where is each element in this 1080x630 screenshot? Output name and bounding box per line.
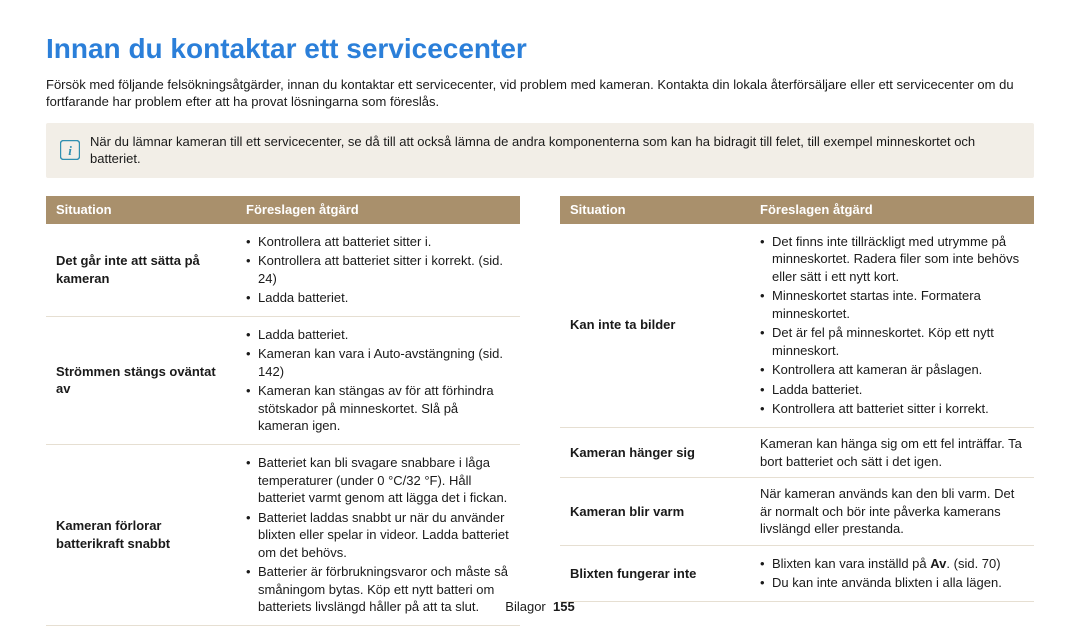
note-box: i När du lämnar kameran till ett service… xyxy=(46,123,1034,178)
col-header-action: Föreslagen åtgärd xyxy=(750,196,1034,224)
action-item: Blixten kan vara inställd på Av. (sid. 7… xyxy=(760,555,1024,573)
situation-cell: Det går inte att sätta på kameran xyxy=(46,224,236,317)
action-item: Det finns inte tillräckligt med utrymme … xyxy=(760,233,1024,286)
page-heading: Innan du kontaktar ett servicecenter xyxy=(46,30,1034,68)
two-column-layout: Situation Föreslagen åtgärd Det går inte… xyxy=(46,196,1034,626)
action-item: Ladda batteriet. xyxy=(760,381,1024,399)
situation-cell: Kan inte ta bilder xyxy=(560,224,750,428)
troubleshoot-table-left: Situation Föreslagen åtgärd Det går inte… xyxy=(46,196,520,626)
situation-cell: Kameran hänger sig xyxy=(560,428,750,478)
action-item: Du kan inte använda blixten i alla lägen… xyxy=(760,574,1024,592)
action-cell: Blixten kan vara inställd på Av. (sid. 7… xyxy=(750,545,1034,601)
table-row: Blixten fungerar inte Blixten kan vara in… xyxy=(560,545,1034,601)
action-item: Kontrollera att batteriet sitter i korre… xyxy=(760,400,1024,418)
action-item: Kontrollera att kameran är påslagen. xyxy=(760,361,1024,379)
action-item: Batteriet laddas snabbt ur när du använd… xyxy=(246,509,510,562)
action-item: Kameran kan vara i Auto-avstängning (sid… xyxy=(246,345,510,380)
action-item: Kontrollera att batteriet sitter i korre… xyxy=(246,252,510,287)
footer-label: Bilagor xyxy=(505,599,545,614)
action-item: Kontrollera att batteriet sitter i. xyxy=(246,233,510,251)
situation-cell: Blixten fungerar inte xyxy=(560,545,750,601)
troubleshoot-table-right: Situation Föreslagen åtgärd Kan inte ta … xyxy=(560,196,1034,602)
action-cell: Kameran kan hänga sig om ett fel inträff… xyxy=(750,428,1034,478)
action-cell: Kontrollera att batteriet sitter i.Kontr… xyxy=(236,224,520,317)
action-item: Minneskortet startas inte. Formatera min… xyxy=(760,287,1024,322)
action-item: Batteriet kan bli svagare snabbare i låg… xyxy=(246,454,510,507)
table-row: Det går inte att sätta på kameranKontrol… xyxy=(46,224,520,317)
action-cell: När kameran används kan den bli varm. De… xyxy=(750,478,1034,546)
note-icon: i xyxy=(60,140,80,160)
footer-page: 155 xyxy=(553,599,575,614)
action-cell: Det finns inte tillräckligt med utrymme … xyxy=(750,224,1034,428)
table-row: Kan inte ta bilderDet finns inte tillräc… xyxy=(560,224,1034,428)
situation-cell: Kameran blir varm xyxy=(560,478,750,546)
page-footer: Bilagor 155 xyxy=(0,598,1080,616)
action-item: Kameran kan stängas av för att förhindra… xyxy=(246,382,510,435)
col-header-situation: Situation xyxy=(46,196,236,224)
right-column: Situation Föreslagen åtgärd Kan inte ta … xyxy=(560,196,1034,626)
table-row: Kameran hänger sigKameran kan hänga sig … xyxy=(560,428,1034,478)
col-header-situation: Situation xyxy=(560,196,750,224)
col-header-action: Föreslagen åtgärd xyxy=(236,196,520,224)
table-row: Strömmen stängs oväntat avLadda batterie… xyxy=(46,316,520,444)
note-text: När du lämnar kameran till ett servicece… xyxy=(90,133,1020,168)
svg-text:i: i xyxy=(68,143,72,158)
action-cell: Ladda batteriet.Kameran kan vara i Auto-… xyxy=(236,316,520,444)
action-item: Det är fel på minneskortet. Köp ett nytt… xyxy=(760,324,1024,359)
left-column: Situation Föreslagen åtgärd Det går inte… xyxy=(46,196,520,626)
action-item: Ladda batteriet. xyxy=(246,326,510,344)
action-item: Ladda batteriet. xyxy=(246,289,510,307)
table-row: Kameran blir varmNär kameran används kan… xyxy=(560,478,1034,546)
intro-paragraph: Försök med följande felsökningsåtgärder,… xyxy=(46,76,1034,111)
situation-cell: Strömmen stängs oväntat av xyxy=(46,316,236,444)
